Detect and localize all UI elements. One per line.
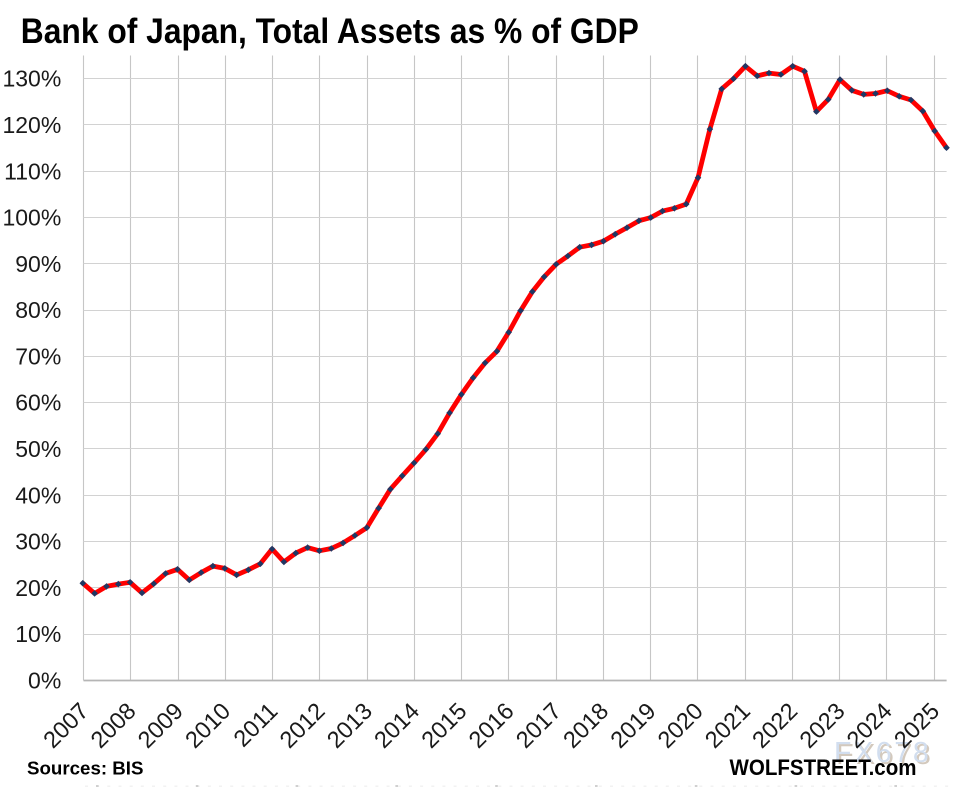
svg-text:100%: 100%: [2, 205, 61, 231]
svg-text:2022: 2022: [747, 698, 802, 753]
svg-text:Bank of Japan, Total Assets as: Bank of Japan, Total Assets as % of GDP: [21, 12, 639, 51]
svg-text:2014: 2014: [369, 698, 424, 753]
svg-text:2016: 2016: [463, 698, 518, 753]
svg-text:2017: 2017: [511, 698, 566, 753]
svg-text:2013: 2013: [322, 698, 377, 753]
svg-text:80%: 80%: [15, 297, 61, 323]
svg-text:FX678: FX678: [836, 739, 935, 771]
svg-text:2010: 2010: [180, 698, 235, 753]
svg-text:50%: 50%: [15, 436, 61, 462]
svg-text:2007: 2007: [38, 698, 93, 753]
svg-text:20%: 20%: [15, 575, 61, 601]
svg-text:2021: 2021: [700, 698, 755, 753]
svg-text:Sources: BIS: Sources: BIS: [27, 758, 144, 779]
svg-text:2012: 2012: [274, 698, 329, 753]
svg-text:120%: 120%: [2, 112, 61, 138]
svg-text:2011: 2011: [228, 698, 282, 752]
svg-text:40%: 40%: [15, 482, 61, 508]
svg-text:90%: 90%: [15, 251, 61, 277]
svg-text:130%: 130%: [2, 66, 61, 92]
svg-text:10%: 10%: [15, 621, 61, 647]
svg-text:2019: 2019: [605, 698, 660, 753]
svg-text:2015: 2015: [416, 698, 471, 753]
svg-text:WOLFSTREET.com: WOLFSTREET.com: [730, 755, 917, 780]
svg-text:30%: 30%: [15, 529, 61, 555]
svg-text:60%: 60%: [15, 390, 61, 416]
svg-text:2018: 2018: [558, 698, 613, 753]
svg-text:FX678: FX678: [834, 737, 933, 769]
svg-text:110%: 110%: [4, 158, 61, 184]
svg-text:2020: 2020: [653, 698, 708, 753]
svg-text:2008: 2008: [85, 698, 140, 753]
svg-text:2009: 2009: [133, 698, 188, 753]
svg-text:0%: 0%: [28, 667, 61, 693]
svg-text:70%: 70%: [15, 343, 61, 369]
